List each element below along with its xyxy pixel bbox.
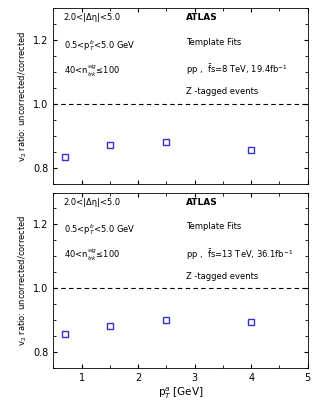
Text: pp ,  $\bar{\rm f}$s=8 TeV, 19.4fb$^{-1}$: pp , $\bar{\rm f}$s=8 TeV, 19.4fb$^{-1}$ [186, 63, 288, 77]
Text: 40<n$_{trk}^{sig}$≤100: 40<n$_{trk}^{sig}$≤100 [63, 63, 120, 79]
Text: 2.0<|Δη|<5.0: 2.0<|Δη|<5.0 [63, 13, 121, 22]
Text: ATLAS: ATLAS [186, 198, 217, 207]
Text: Z -tagged events: Z -tagged events [186, 87, 258, 96]
X-axis label: p$_T^a$ [GeV]: p$_T^a$ [GeV] [158, 386, 203, 401]
Text: Template Fits: Template Fits [186, 222, 241, 231]
Text: 40<n$_{trk}^{sig}$≤100: 40<n$_{trk}^{sig}$≤100 [63, 247, 120, 263]
Y-axis label: v$_2$ ratio: uncorrected/corrected: v$_2$ ratio: uncorrected/corrected [16, 215, 29, 346]
Text: 2.0<|Δη|<5.0: 2.0<|Δη|<5.0 [63, 198, 121, 207]
Text: 0.5<p$_T^b$<5.0 GeV: 0.5<p$_T^b$<5.0 GeV [63, 38, 135, 53]
Y-axis label: v$_2$ ratio: uncorrected/corrected: v$_2$ ratio: uncorrected/corrected [16, 30, 29, 162]
Text: Template Fits: Template Fits [186, 38, 241, 47]
Text: pp ,  $\bar{\rm f}$s=13 TeV, 36.1fb$^{-1}$: pp , $\bar{\rm f}$s=13 TeV, 36.1fb$^{-1}… [186, 247, 293, 262]
Text: 0.5<p$_T^b$<5.0 GeV: 0.5<p$_T^b$<5.0 GeV [63, 222, 135, 237]
Text: Z -tagged events: Z -tagged events [186, 272, 258, 281]
Text: ATLAS: ATLAS [186, 13, 217, 22]
